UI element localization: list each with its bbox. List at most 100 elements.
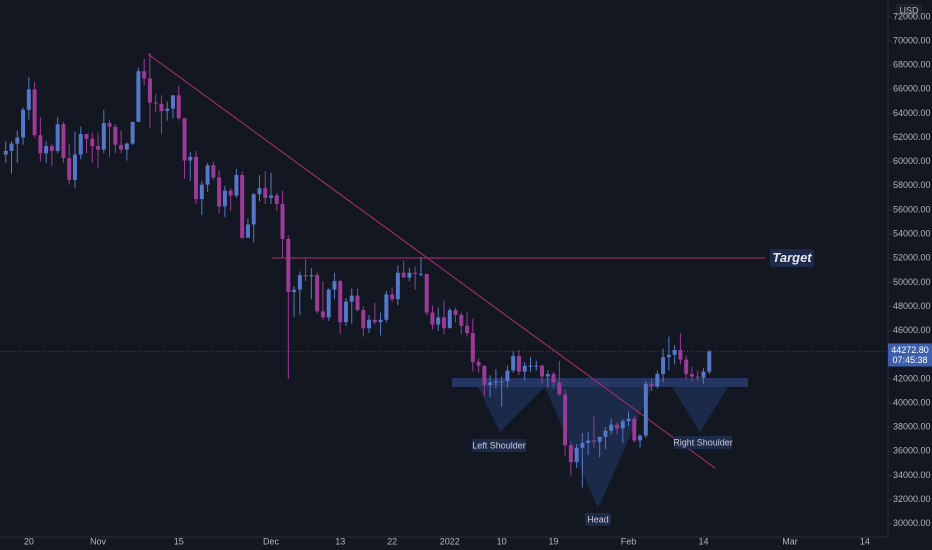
candle-body [240, 174, 245, 238]
x-tick-label: 15 [174, 536, 184, 546]
candle-body [274, 195, 279, 204]
candle-body [626, 418, 631, 422]
target-box [770, 249, 814, 267]
candle-body [586, 440, 591, 443]
candle-body [269, 195, 274, 198]
candle-body [303, 275, 308, 277]
candle-body [263, 188, 268, 198]
candle-body [315, 275, 320, 312]
candle-body [165, 108, 170, 112]
candle-body [407, 272, 412, 278]
candle-body [488, 382, 493, 385]
candle-body [61, 124, 66, 159]
y-tick-label: 36000.00 [893, 446, 931, 456]
candle-body [361, 310, 366, 329]
candle-body [701, 371, 706, 378]
candle-body [401, 272, 406, 278]
candle-body [684, 359, 689, 375]
candle-body [32, 89, 37, 136]
x-tick-label: 10 [497, 536, 507, 546]
candle-body [84, 133, 89, 139]
candle-body [142, 71, 147, 79]
candle-body [493, 381, 498, 383]
x-tick-label: Nov [90, 536, 107, 546]
candle-body [257, 188, 262, 195]
candle-body [689, 374, 694, 377]
trendline [147, 53, 716, 469]
y-tick-label: 56000.00 [893, 204, 931, 214]
candle-body [522, 365, 527, 372]
candle-body [55, 124, 60, 151]
y-tick-label: 54000.00 [893, 228, 931, 238]
x-tick-label: 14 [860, 536, 870, 546]
candle-body [90, 138, 95, 147]
candle-body [695, 376, 700, 378]
candle-body [78, 133, 83, 155]
y-tick-label: 38000.00 [893, 422, 931, 432]
candle-body [580, 442, 585, 448]
target-label: Target [772, 250, 812, 265]
candle-body [545, 374, 550, 377]
candle-body [603, 430, 608, 437]
y-tick-label: 50000.00 [893, 277, 931, 287]
candle-body [228, 190, 233, 196]
neckline-zone [452, 378, 748, 387]
candle-body [176, 95, 181, 119]
candle-body [326, 289, 331, 318]
candle-body [211, 165, 216, 178]
right-shoulder-label: Right Shoulder [673, 437, 733, 447]
x-tick-label: Dec [263, 536, 280, 546]
candle-body [222, 190, 227, 207]
y-tick-label: 52000.00 [893, 253, 931, 263]
y-tick-label: 70000.00 [893, 35, 931, 45]
candle-body [528, 365, 533, 367]
y-tick-label: 34000.00 [893, 470, 931, 480]
candle-body [3, 150, 8, 155]
candle-body [245, 224, 250, 238]
candle-body [119, 144, 124, 150]
candle-body [159, 103, 164, 112]
candle-body [655, 374, 660, 387]
candle-body [614, 424, 619, 429]
candle-body [280, 203, 285, 239]
head-box [585, 513, 611, 526]
candle-body [101, 123, 106, 150]
left-shoulder-triangle [478, 387, 545, 432]
candle-body [38, 135, 43, 154]
candle-body [15, 137, 20, 144]
candle-body [21, 109, 26, 138]
candle-body [482, 365, 487, 385]
x-tick-label: 22 [387, 536, 397, 546]
candle-body [678, 349, 683, 360]
y-tick-label: 46000.00 [893, 325, 931, 335]
candle-body [499, 381, 504, 383]
candle-body [338, 281, 343, 323]
last-price-label: 44272.80 [891, 345, 929, 355]
candle-body [516, 355, 521, 372]
candle-body [540, 365, 545, 377]
candle-body [332, 281, 337, 290]
currency: USD [899, 5, 919, 15]
x-tick-label: Feb [621, 536, 637, 546]
candle-body [424, 273, 429, 313]
candle-body [447, 310, 452, 329]
candle-body [153, 102, 158, 104]
candle-body [372, 319, 377, 323]
labels: Target Left Shoulder Head Right Shoulder… [472, 4, 922, 526]
candle-body [436, 317, 441, 325]
candle-body [591, 440, 596, 442]
x-tick-label: 13 [335, 536, 345, 546]
last-price-box [888, 343, 932, 367]
candle-body [511, 355, 516, 371]
candle-body [44, 146, 49, 154]
candle-body [459, 314, 464, 326]
candle-body [534, 365, 539, 367]
right-shoulder-triangle [672, 387, 728, 432]
right-shoulder-box [674, 436, 732, 449]
candle-body [124, 143, 129, 150]
candle-body [643, 383, 648, 436]
candle-body [384, 294, 389, 320]
candle-body [632, 418, 637, 441]
x-tick-label: Mar [782, 536, 798, 546]
